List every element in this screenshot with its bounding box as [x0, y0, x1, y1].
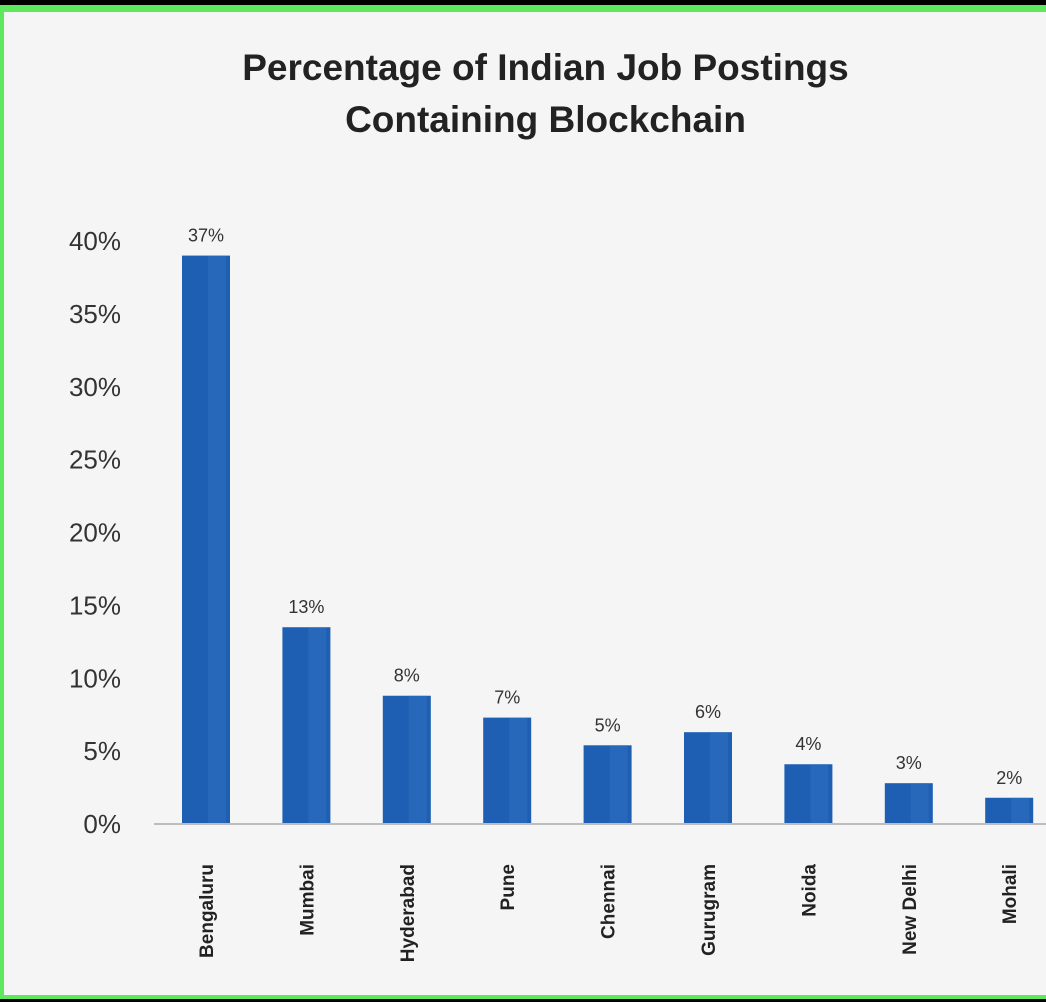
bar [784, 764, 833, 824]
x-tick-label: Mumbai [297, 864, 318, 936]
x-tick-label: Mohali [1000, 864, 1021, 924]
bar-highlight [509, 717, 528, 824]
bar-highlight [810, 764, 829, 824]
bar-data-label: 4% [795, 734, 821, 754]
bar-data-label: 5% [595, 715, 621, 735]
bar-data-label: 13% [288, 597, 324, 617]
x-tick-label: Noida [799, 864, 820, 917]
bar-chart: 0% 5% 10% 15% 20% 25% 30% 35% 40% 37% 13% 8% 7% 5% 6%… [69, 226, 1046, 963]
bar-data-label: 8% [394, 666, 420, 686]
bar-data-label: 6% [695, 702, 721, 722]
x-tick-label: Gurugram [699, 864, 720, 956]
bar [382, 695, 431, 824]
y-tick-label: 10% [69, 663, 121, 693]
bar [884, 783, 933, 824]
bar [985, 797, 1034, 824]
chart-title: Percentage of Indian Job Postings Contai… [4, 42, 1046, 146]
y-tick-label: 0% [83, 809, 121, 839]
bar-highlight [308, 627, 327, 824]
bar-data-label: 3% [896, 753, 922, 773]
bar [684, 732, 732, 824]
bar-data-label: 37% [188, 226, 224, 246]
x-tick-label: Hyderabad [398, 864, 419, 962]
bar-highlight [408, 695, 427, 824]
bar-highlight [710, 732, 728, 824]
bar-data-label: 7% [494, 688, 520, 708]
bars: 37% 13% 8% 7% 5% 6% 4% 3% 2% [182, 226, 1034, 824]
x-axis: Bengaluru Mumbai Hyderabad Pune Chennai Gurug… [197, 864, 1021, 963]
bar-data-label: 2% [996, 768, 1022, 788]
bar-highlight [910, 783, 929, 824]
bar-highlight [208, 255, 226, 824]
x-tick-label: New Delhi [900, 864, 921, 955]
bar [483, 717, 532, 824]
chart-frame: Percentage of Indian Job Postings Contai… [0, 5, 1046, 999]
bar [282, 627, 331, 824]
x-tick-label: Pune [498, 864, 519, 910]
y-tick-label: 5% [83, 736, 121, 766]
bar-highlight [1011, 797, 1030, 824]
bar [182, 255, 230, 824]
x-tick-label: Bengaluru [197, 864, 218, 958]
y-tick-label: 35% [69, 299, 121, 329]
y-tick-label: 30% [69, 372, 121, 402]
y-tick-label: 40% [69, 226, 121, 256]
y-tick-label: 25% [69, 445, 121, 475]
bar [583, 745, 632, 824]
x-tick-label: Chennai [599, 864, 620, 939]
y-axis: 0% 5% 10% 15% 20% 25% 30% 35% 40% [69, 226, 121, 839]
y-tick-label: 15% [69, 590, 121, 620]
bar-highlight [609, 745, 628, 824]
chart-title-line-2: Containing Blockchain [345, 99, 746, 140]
chart-title-line-1: Percentage of Indian Job Postings [242, 47, 849, 88]
y-tick-label: 20% [69, 518, 121, 548]
